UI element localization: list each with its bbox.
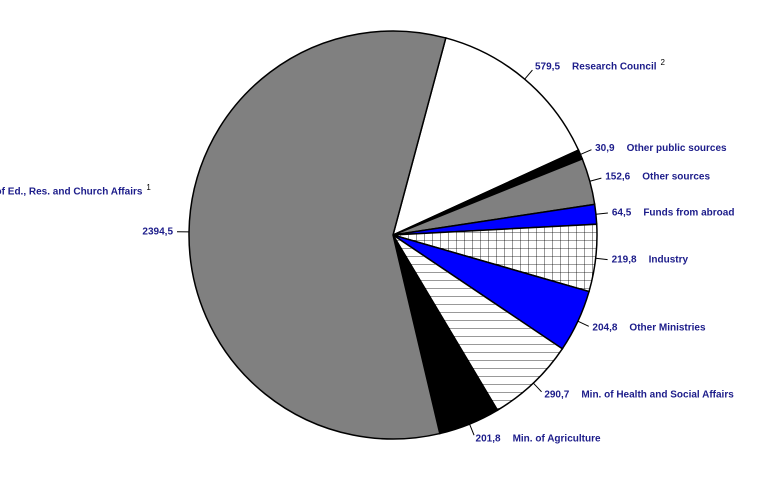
pie-slice <box>188 30 447 440</box>
category-label: Funds from abroad <box>643 207 734 218</box>
value-label: 30,9 <box>595 143 615 154</box>
leader-line <box>580 149 592 155</box>
value-label: 2394,5 <box>142 226 173 237</box>
value-label: 201,8 <box>476 434 501 445</box>
category-label: Other sources <box>642 172 710 183</box>
leader-line <box>524 69 533 80</box>
leader-line <box>532 382 542 393</box>
leader-line <box>577 320 589 327</box>
leader-line <box>595 212 608 215</box>
value-label: 204,8 <box>592 323 617 334</box>
category-label: Min. of Ed., Res. and Church Affairs <box>0 186 143 197</box>
leader-line <box>469 423 475 436</box>
value-label: 64,5 <box>612 207 632 218</box>
value-label: 290,7 <box>544 389 569 400</box>
value-label: 219,8 <box>612 255 637 266</box>
category-label: Research Council <box>572 62 657 73</box>
category-label: Min. of Health and Social Affairs <box>581 389 734 400</box>
category-label: Min. of Agriculture <box>513 434 601 445</box>
pie-slice <box>391 37 580 237</box>
footnote-mark: 2 <box>661 58 666 67</box>
category-label: Other Ministries <box>629 323 706 334</box>
category-label: Industry <box>649 255 689 266</box>
leader-line <box>595 257 608 261</box>
leader-line <box>589 177 602 182</box>
value-label: 579,5 <box>535 62 560 73</box>
footnote-mark: 1 <box>146 183 151 192</box>
category-label: Other public sources <box>627 143 727 154</box>
value-label: 152,6 <box>605 172 630 183</box>
